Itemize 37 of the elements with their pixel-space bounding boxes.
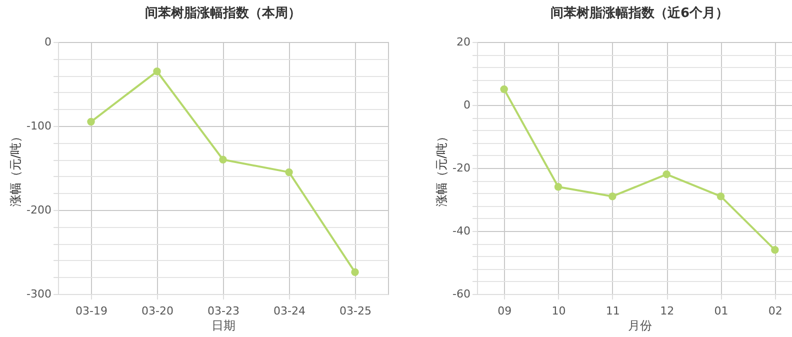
point — [153, 68, 161, 76]
y-tick-label: -300 — [26, 288, 52, 300]
x-tick-label: 02 — [768, 304, 782, 318]
x-tick-label: 09 — [498, 304, 512, 318]
y-axis-title: 涨幅（元/吨） — [8, 130, 23, 207]
y-tick-label: -20 — [452, 162, 470, 174]
point — [500, 85, 508, 94]
point — [285, 168, 293, 176]
point — [87, 118, 95, 126]
x-axis-title: 日期 — [212, 318, 236, 332]
x-tick-label: 03-20 — [142, 304, 174, 318]
point — [771, 246, 779, 254]
y-tick-label: 0 — [464, 98, 470, 112]
y-tick-label: 0 — [44, 36, 52, 48]
y-tick-label: -60 — [452, 288, 470, 300]
y-tick-label: -100 — [26, 120, 52, 132]
point — [662, 170, 670, 178]
point — [608, 192, 616, 200]
point — [351, 268, 359, 276]
chart-title: 间苯树脂涨幅指数（近6个月） — [550, 5, 729, 21]
x-tick-label: 03-24 — [274, 304, 306, 318]
x-tick-label: 11 — [606, 304, 620, 318]
chart-title: 间苯树脂涨幅指数（本周） — [145, 6, 301, 21]
x-tick-label: 03-25 — [340, 304, 372, 318]
point — [219, 156, 227, 164]
y-axis-title: 涨幅（元/吨） — [434, 130, 449, 207]
x-tick-label: 03-23 — [208, 304, 240, 318]
x-tick-label: 10 — [552, 304, 566, 318]
y-tick-label: -200 — [26, 204, 52, 216]
point — [716, 192, 725, 200]
point — [554, 183, 562, 191]
y-tick-label: 20 — [456, 36, 470, 48]
y-tick-label: -40 — [452, 224, 470, 238]
x-tick-label: 03-19 — [76, 304, 108, 318]
x-axis-title: 月份 — [628, 318, 652, 332]
x-tick-label: 12 — [660, 304, 674, 318]
x-tick-label: 01 — [714, 304, 728, 318]
